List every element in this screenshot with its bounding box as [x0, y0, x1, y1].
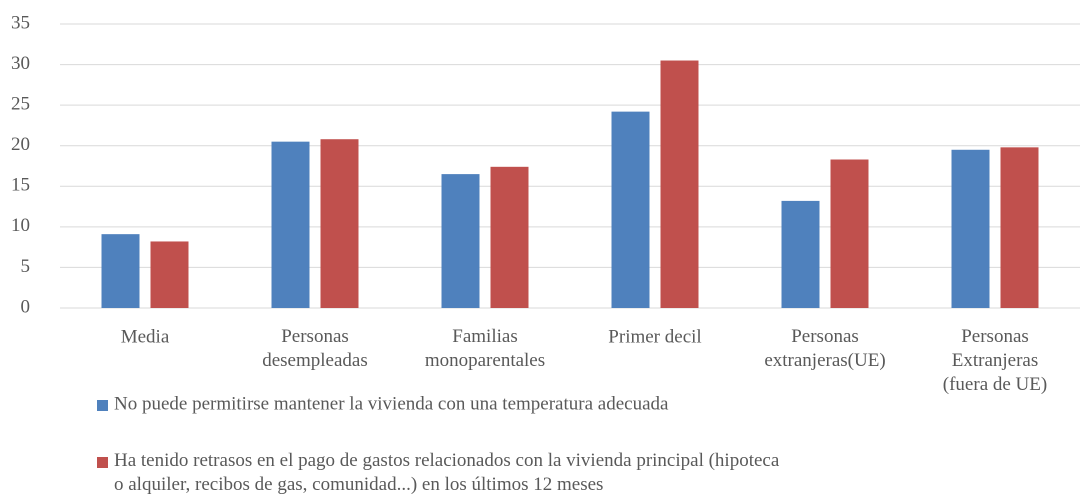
x-tick-label: Personas desempleadas [262, 326, 368, 371]
x-tick-label: Primer decil [608, 326, 701, 347]
bar [951, 149, 990, 308]
legend-swatch [97, 457, 108, 468]
x-tick-label: Media [121, 326, 170, 347]
bar [830, 159, 869, 308]
bar [101, 234, 140, 308]
y-tick-label: 30 [11, 53, 30, 74]
y-tick-label: 25 [11, 94, 30, 115]
y-tick-label: 35 [11, 12, 30, 33]
legend-swatch [97, 400, 108, 411]
y-tick-label: 10 [11, 215, 30, 236]
bar [150, 241, 189, 308]
bar [660, 60, 699, 309]
legend-label: No puede permitirse mantener la vivienda… [114, 393, 669, 414]
bar [611, 111, 650, 309]
y-tick-label: 5 [21, 256, 31, 277]
x-tick-label: Personas Extranjeras (fuera de UE) [943, 326, 1047, 395]
x-tick-label: Familias monoparentales [425, 326, 545, 371]
bar [781, 200, 820, 308]
bar [1000, 147, 1039, 308]
y-tick-label: 20 [11, 134, 30, 155]
bar [271, 141, 310, 308]
x-tick-label: Personas extranjeras(UE) [764, 326, 885, 371]
bar [441, 174, 480, 308]
bar [320, 139, 359, 308]
y-tick-label: 15 [11, 175, 30, 196]
y-tick-label: 0 [21, 296, 31, 317]
legend-label: Ha tenido retrasos en el pago de gastos … [114, 450, 780, 495]
bar [490, 166, 529, 308]
